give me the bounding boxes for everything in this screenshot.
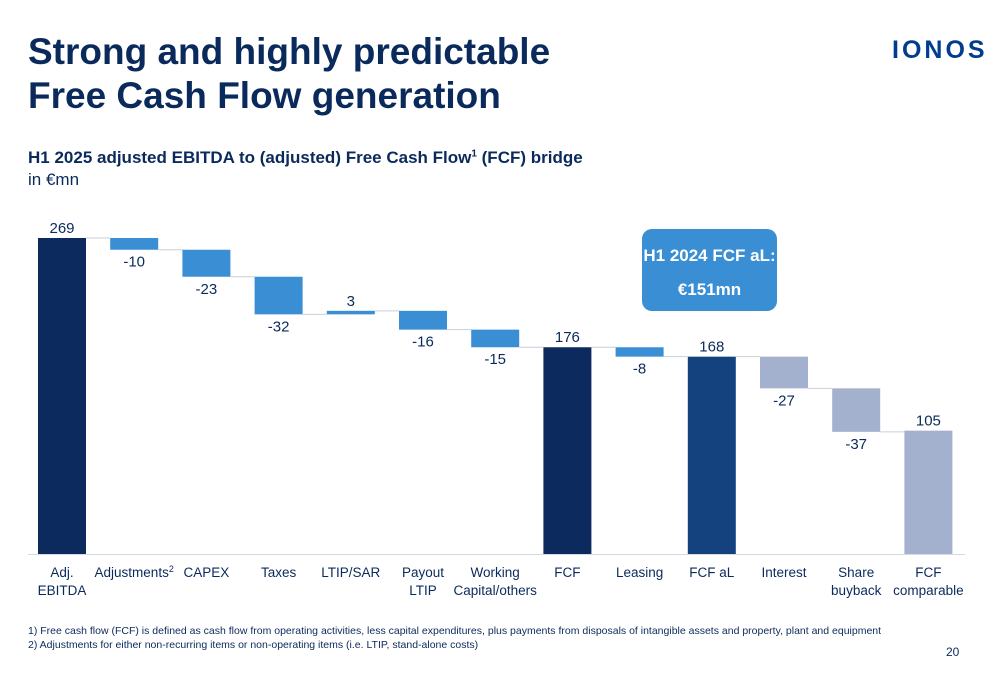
bar-adjustments — [110, 238, 159, 250]
ionos-logo: IONOS — [892, 36, 988, 64]
category-label: Adj. EBITDA — [38, 565, 87, 598]
page-title: Strong and highly predictable Free Cash … — [28, 30, 648, 118]
bar-payout-ltip — [399, 310, 447, 330]
category-label: LTIP/SAR — [321, 565, 380, 580]
prior-year-callout: H1 2024 FCF aL: €151mn — [642, 229, 777, 311]
category-label: Adjustments2 — [95, 564, 174, 580]
bar-working-capitalothers — [471, 329, 520, 348]
category-label: FCF comparable — [893, 565, 964, 598]
bar-ltipsar — [326, 310, 375, 315]
data-label: -27 — [773, 392, 795, 409]
category-label: Working Capital/others — [454, 565, 538, 598]
data-label: 176 — [555, 329, 580, 346]
bar-interest — [760, 356, 808, 389]
category-label: Leasing — [616, 565, 663, 580]
chart-unit: in €mn — [28, 170, 80, 189]
bar-adj-ebitda — [38, 238, 86, 554]
callout-label: H1 2024 FCF aL: — [643, 246, 776, 265]
bar-fcfal — [687, 356, 736, 554]
category-label: Share buyback — [831, 565, 882, 598]
data-label: -15 — [484, 351, 506, 368]
bar-leasing — [615, 347, 664, 357]
bar-capex — [182, 249, 231, 277]
callout-value: €151mn — [677, 280, 742, 299]
data-label: -32 — [268, 318, 290, 335]
data-label: -16 — [412, 334, 434, 351]
footnote-1: 1) Free cash flow (FCF) is defined as ca… — [28, 625, 882, 637]
page-number: 20 — [946, 645, 960, 659]
data-label: -10 — [123, 254, 145, 271]
category-label: CAPEX — [184, 565, 230, 580]
data-label: -8 — [633, 361, 646, 378]
data-label: -37 — [845, 436, 867, 453]
chart-subtitle-tail: (FCF) bridge — [476, 148, 583, 167]
category-label: FCF — [554, 565, 580, 580]
category-label: Taxes — [261, 565, 297, 580]
category-label: Payout LTIP — [402, 565, 444, 598]
waterfall-chart: 269 Adj. EBITDA -10 Adjustments2 -23 CAPEX -32 T… — [28, 220, 965, 598]
page-title-line2: Free Cash Flow generation — [28, 75, 501, 116]
data-label: 269 — [49, 220, 74, 237]
page-title-line1: Strong and highly predictable — [28, 31, 551, 72]
chart-subtitle: H1 2025 adjusted EBITDA to (adjusted) Fr… — [28, 148, 583, 168]
footnotes: 1) Free cash flow (FCF) is defined as ca… — [28, 624, 881, 652]
data-label: -23 — [196, 281, 218, 298]
data-label: 168 — [699, 339, 724, 356]
bar-share-buyback — [832, 388, 881, 432]
data-label: 105 — [916, 413, 941, 430]
footnote-ref-1: 1 — [471, 148, 477, 160]
bar-fcf — [543, 347, 592, 554]
bar-fcf-comparable — [904, 430, 953, 554]
footnote-2: 2) Adjustments for either non-recurring … — [28, 639, 479, 651]
chart-subtitle-text: H1 2025 adjusted EBITDA to (adjusted) Fr… — [28, 148, 472, 167]
category-label: Interest — [761, 565, 806, 580]
bar-taxes — [254, 276, 303, 315]
category-label: FCF aL — [689, 565, 735, 580]
data-label: 3 — [347, 293, 355, 310]
